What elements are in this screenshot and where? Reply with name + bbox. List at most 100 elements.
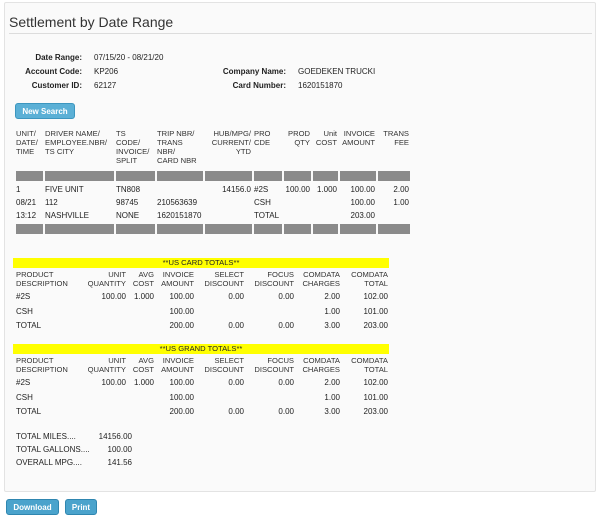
detail-table-cell: CSH — [254, 198, 271, 207]
detail-header-cell: DRIVER NAME/ EMPLOYEE.NBR/ TS CITY — [45, 129, 108, 156]
detail-header-cell: PROD QTY — [288, 129, 310, 147]
detail-grey-bar-top — [157, 171, 203, 181]
detail-header-cell: Unit COST — [315, 129, 337, 147]
grand_totals-cell: 100.00 — [169, 378, 194, 387]
detail-header-cell: TRANS FEE — [383, 129, 409, 147]
grand_totals-header-cell: FOCUS DISCOUNT — [254, 356, 294, 374]
grand_totals-cell: 0.00 — [278, 378, 294, 387]
grand_totals-cell: 2.00 — [324, 378, 340, 387]
detail-grey-bar-bottom — [284, 224, 311, 234]
card_totals-cell: 100.00 — [169, 307, 194, 316]
detail-grey-bar-bottom — [16, 224, 43, 234]
grand_totals-cell: 200.00 — [169, 407, 194, 416]
customer-id-value: 62127 — [94, 81, 117, 90]
detail-table-cell: 2.00 — [393, 185, 409, 194]
total-gallons-label: TOTAL GALLONS.... — [16, 445, 90, 454]
detail-header-cell: INVOICE AMOUNT — [342, 129, 375, 147]
grand_totals-header-cell: COMDATA CHARGES — [302, 356, 340, 374]
detail-grey-bar-top — [378, 171, 410, 181]
detail-table-cell: NONE — [116, 211, 140, 220]
grand_totals-cell: 100.00 — [101, 378, 126, 387]
grand_totals-header-cell: UNIT QUANTITY — [87, 356, 126, 374]
grand_totals-header-cell: AVG COST — [132, 356, 154, 374]
card_totals-header-cell: FOCUS DISCOUNT — [254, 270, 294, 288]
card_totals-cell: 102.00 — [363, 292, 388, 301]
date-range-value: 07/15/20 - 08/21/20 — [94, 53, 164, 62]
card_totals-cell: 0.00 — [228, 321, 244, 330]
grand_totals-cell: 0.00 — [278, 407, 294, 416]
detail-header-cell: TS CODE/ INVOICE/ SPLIT — [116, 129, 150, 165]
detail-grey-bar-top — [313, 171, 338, 181]
page-title: Settlement by Date Range — [9, 14, 174, 30]
detail-header-cell: PRO CDE — [254, 129, 271, 147]
detail-table-cell: TN808 — [116, 185, 141, 194]
detail-table-cell: #2S — [254, 185, 269, 194]
download-button[interactable]: Download — [6, 499, 59, 515]
card_totals-cell: 0.00 — [278, 292, 294, 301]
detail-grey-bar-bottom — [45, 224, 114, 234]
grand_totals-cell: 101.00 — [363, 393, 388, 402]
card_totals-header-cell: COMDATA CHARGES — [302, 270, 340, 288]
detail-grey-bar-top — [254, 171, 282, 181]
customer-id-label: Customer ID: — [31, 81, 82, 90]
company-name-value: GOEDEKEN TRUCKI — [298, 67, 376, 76]
detail-header-cell: TRIP NBR/ TRANS NBR/ CARD NBR — [157, 129, 197, 165]
detail-table-cell: 100.00 — [350, 198, 375, 207]
detail-grey-bar-top — [284, 171, 311, 181]
grand_totals-cell: 1.000 — [133, 378, 154, 387]
grand_totals-cell: 0.00 — [228, 378, 244, 387]
card_totals-cell: 100.00 — [169, 292, 194, 301]
grand_totals-cell: TOTAL — [16, 407, 42, 416]
grand_totals-header-cell: SELECT DISCOUNT — [204, 356, 244, 374]
detail-table-cell: 08/21 — [16, 198, 37, 207]
title-divider — [9, 33, 592, 34]
detail-grey-bar-bottom — [340, 224, 376, 234]
card_totals-cell: 1.00 — [324, 307, 340, 316]
card_totals-cell: #2S — [16, 292, 31, 301]
card_totals-cell: 200.00 — [169, 321, 194, 330]
card_totals-header-cell: COMDATA TOTAL — [351, 270, 388, 288]
date-range-label: Date Range: — [35, 53, 82, 62]
detail-grey-bar-bottom — [157, 224, 203, 234]
card_totals-header-cell: UNIT QUANTITY — [87, 270, 126, 288]
detail-table-cell: 13:12 — [16, 211, 37, 220]
grand_totals-cell: 0.00 — [228, 407, 244, 416]
overall-mpg-value: 141.56 — [107, 458, 132, 467]
grand_totals-cell: CSH — [16, 393, 33, 402]
detail-grey-bar-bottom — [254, 224, 282, 234]
company-name-label: Company Name: — [222, 67, 286, 76]
detail-grey-bar-bottom — [205, 224, 252, 234]
detail-grey-bar-top — [45, 171, 114, 181]
total-gallons-value: 100.00 — [107, 445, 132, 454]
detail-grey-bar-top — [340, 171, 376, 181]
card_totals-cell: TOTAL — [16, 321, 42, 330]
card_totals-header-cell: PRODUCT DESCRIPTION — [16, 270, 68, 288]
card_totals-cell: 3.00 — [324, 321, 340, 330]
grand_totals-header-cell: PRODUCT DESCRIPTION — [16, 356, 68, 374]
detail-table-cell: 1.000 — [316, 185, 337, 194]
detail-grey-bar-bottom — [116, 224, 155, 234]
card_totals-cell: CSH — [16, 307, 33, 316]
card_totals-cell: 2.00 — [324, 292, 340, 301]
card-totals-title: **US CARD TOTALS** — [13, 258, 389, 268]
new-search-button[interactable]: New Search — [15, 103, 75, 119]
print-button[interactable]: Print — [65, 499, 97, 515]
card_totals-cell: 100.00 — [101, 292, 126, 301]
grand_totals-header-cell: COMDATA TOTAL — [351, 356, 388, 374]
grand_totals-cell: 3.00 — [324, 407, 340, 416]
detail-grey-bar-bottom — [378, 224, 410, 234]
account-code-label: Account Code: — [25, 67, 82, 76]
detail-grey-bar-top — [205, 171, 252, 181]
grand_totals-cell: 1.00 — [324, 393, 340, 402]
detail-table-cell: 14156.0 — [222, 185, 251, 194]
settlement-panel — [4, 2, 596, 492]
grand-totals-title: **US GRAND TOTALS** — [13, 344, 389, 354]
overall-mpg-label: OVERALL MPG.... — [16, 458, 82, 467]
detail-table-cell: 1620151870 — [157, 211, 202, 220]
detail-table-cell: FIVE UNIT — [45, 185, 84, 194]
card_totals-cell: 0.00 — [228, 292, 244, 301]
detail-header-cell: HUB/MPG/ CURRENT/ YTD — [211, 129, 251, 156]
card_totals-cell: 101.00 — [363, 307, 388, 316]
total-miles-label: TOTAL MILES.... — [16, 432, 76, 441]
detail-table-cell: 100.00 — [350, 185, 375, 194]
